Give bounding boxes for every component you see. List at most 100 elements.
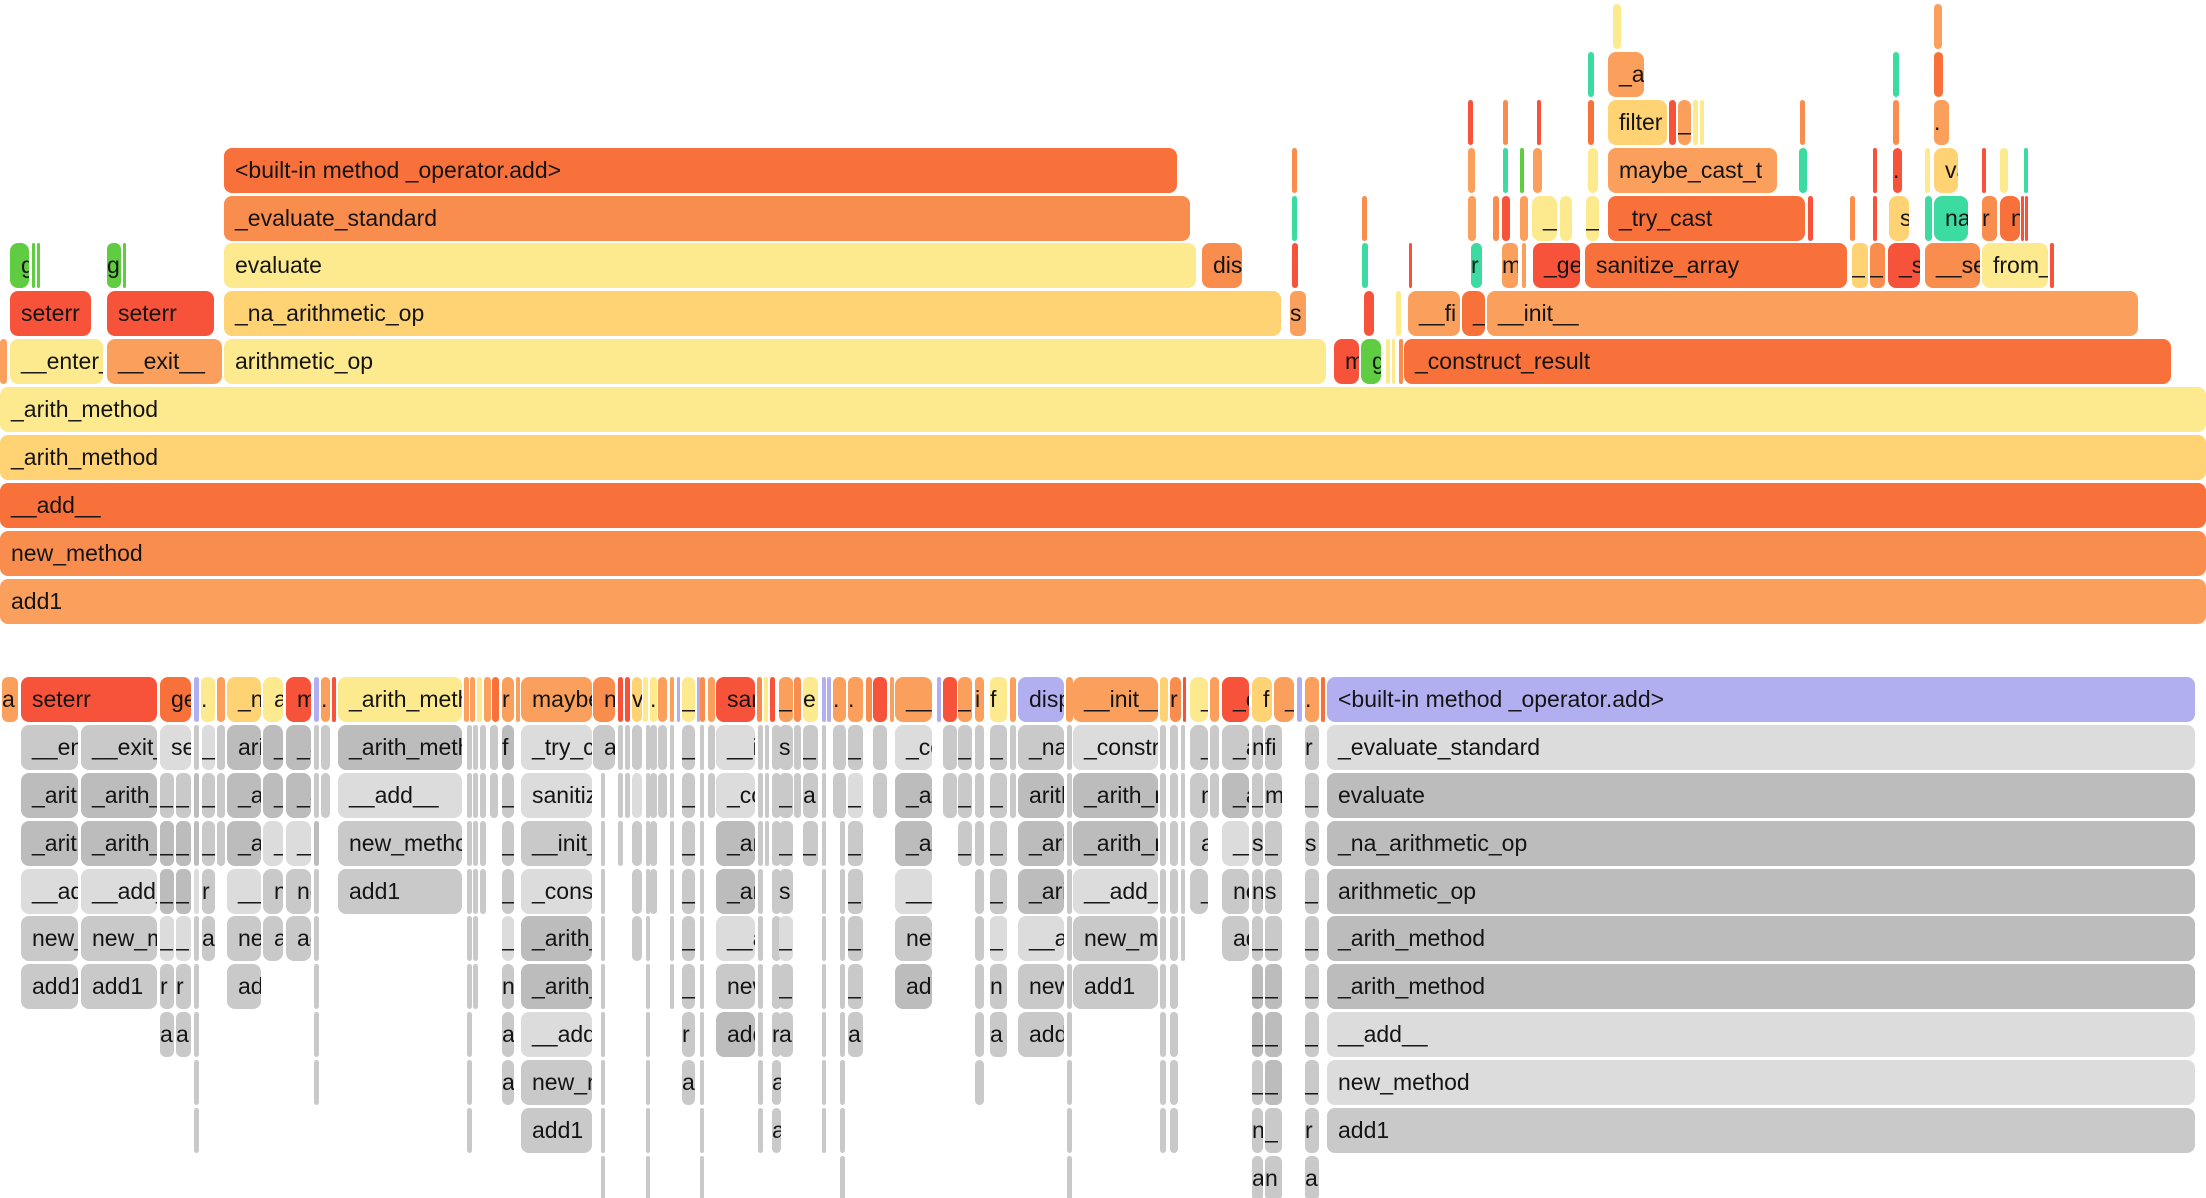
caller-bar[interactable] <box>975 1012 984 1057</box>
flame-bar[interactable]: seterr <box>107 291 214 336</box>
caller-bar[interactable] <box>975 725 984 770</box>
flame-bar-selected[interactable] <box>827 677 831 722</box>
caller-bar[interactable] <box>1067 725 1072 770</box>
caller-bar[interactable] <box>601 773 605 818</box>
flame-bar[interactable] <box>1522 243 1526 288</box>
caller-bar[interactable]: evaluate <box>1327 773 2195 818</box>
caller-bar[interactable]: arithmetic_op <box>227 725 261 770</box>
caller-bar[interactable] <box>765 725 769 770</box>
caller-bar[interactable] <box>467 869 472 914</box>
flame-bar[interactable]: from_ <box>1982 243 2048 288</box>
flame-bar[interactable] <box>1588 148 1598 193</box>
caller-bar[interactable] <box>473 964 478 1009</box>
caller-bar[interactable] <box>822 773 826 818</box>
caller-bar[interactable]: _ <box>958 821 972 866</box>
caller-bar[interactable]: _ <box>848 773 863 818</box>
caller-bar[interactable]: _arith_method <box>338 725 462 770</box>
caller-bar[interactable]: _ <box>779 773 793 818</box>
caller-bar[interactable] <box>772 869 781 914</box>
flame-bar[interactable]: arithmetic_op <box>224 339 1326 384</box>
caller-bar[interactable]: new_method <box>263 869 283 914</box>
flame-bar-leaf[interactable]: n <box>593 677 615 722</box>
caller-bar[interactable] <box>473 916 478 961</box>
caller-bar[interactable]: _ <box>1265 916 1282 961</box>
flame-bar-leaf[interactable]: __fi <box>895 677 932 722</box>
caller-bar[interactable] <box>708 773 715 818</box>
caller-bar[interactable] <box>1170 821 1178 866</box>
caller-bar[interactable]: add1 <box>1018 1012 1064 1057</box>
caller-bar[interactable] <box>700 964 704 1009</box>
flame-bar[interactable] <box>1396 291 1401 336</box>
caller-bar[interactable]: a <box>1190 821 1208 866</box>
caller-bar[interactable]: add1 <box>895 964 932 1009</box>
flame-bar-leaf[interactable] <box>708 677 715 722</box>
caller-bar[interactable]: _ <box>682 725 695 770</box>
flame-bar[interactable] <box>1502 196 1510 241</box>
caller-bar[interactable]: _arith_method <box>286 773 311 818</box>
caller-bar[interactable]: r <box>202 869 215 914</box>
caller-bar[interactable]: add1 <box>716 1012 755 1057</box>
caller-bar[interactable]: _arith_method <box>521 964 592 1009</box>
caller-bar[interactable]: _arith_method <box>81 773 157 818</box>
caller-bar[interactable]: _ <box>1190 725 1208 770</box>
caller-bar[interactable]: _na_arithmetic_op <box>1327 821 2195 866</box>
caller-bar[interactable] <box>822 821 826 866</box>
flame-bar-leaf[interactable]: e <box>803 677 818 722</box>
caller-bar[interactable]: _ <box>1305 1060 1319 1105</box>
caller-bar[interactable]: n <box>1252 1108 1263 1153</box>
caller-bar[interactable] <box>467 773 472 818</box>
flame-bar[interactable]: _ <box>1870 243 1885 288</box>
flame-bar[interactable]: . <box>1934 100 1949 145</box>
caller-bar[interactable] <box>840 1012 845 1057</box>
caller-bar[interactable]: _ <box>160 916 174 961</box>
flame-bar-leaf[interactable] <box>516 677 520 722</box>
flame-bar[interactable] <box>1503 148 1508 193</box>
flame-bar[interactable] <box>1588 52 1594 97</box>
caller-bar[interactable]: _ <box>176 821 191 866</box>
caller-bar[interactable] <box>1160 773 1166 818</box>
flame-bar[interactable]: g <box>107 243 121 288</box>
caller-bar[interactable] <box>765 773 769 818</box>
caller-bar[interactable] <box>700 1108 704 1153</box>
caller-bar[interactable]: _ <box>848 725 863 770</box>
caller-bar[interactable] <box>772 821 781 866</box>
caller-bar[interactable]: _arith_method <box>227 821 261 866</box>
caller-bar[interactable] <box>632 869 642 914</box>
flame-bar[interactable] <box>1409 243 1412 288</box>
caller-bar[interactable] <box>1067 1156 1072 1198</box>
flame-bar[interactable] <box>2021 196 2024 241</box>
flame-bar[interactable] <box>1700 100 1704 145</box>
caller-bar[interactable]: sanitize_array <box>521 773 592 818</box>
caller-bar[interactable] <box>758 916 763 961</box>
caller-bar[interactable] <box>632 916 642 961</box>
caller-bar[interactable]: __add__ <box>286 821 311 866</box>
caller-bar[interactable]: _ <box>1305 964 1319 1009</box>
flame-bar[interactable]: . <box>1893 148 1902 193</box>
caller-bar[interactable]: a <box>1305 1156 1319 1198</box>
flame-bar[interactable]: _ <box>1462 291 1485 336</box>
caller-bar[interactable]: _ <box>176 869 191 914</box>
flame-bar[interactable]: __fi <box>1408 291 1460 336</box>
caller-bar[interactable]: r <box>772 1012 781 1057</box>
caller-bar[interactable] <box>625 725 630 770</box>
caller-bar[interactable] <box>194 964 199 1009</box>
caller-bar[interactable] <box>601 964 605 1009</box>
flame-bar[interactable]: va <box>1934 148 1958 193</box>
caller-bar[interactable] <box>618 773 623 818</box>
caller-bar[interactable]: __add__ <box>1018 916 1064 961</box>
caller-bar[interactable]: new_method <box>1327 1060 2195 1105</box>
caller-bar[interactable]: s <box>1265 869 1282 914</box>
caller-bar[interactable]: __add__ <box>716 916 755 961</box>
flame-bar[interactable]: r <box>1471 243 1482 288</box>
caller-bar[interactable]: a <box>779 1012 793 1057</box>
flame-bar[interactable]: new_method <box>0 531 2206 576</box>
flame-bar[interactable] <box>1800 100 1805 145</box>
flame-bar[interactable] <box>2000 148 2008 193</box>
flame-bar-leaf[interactable]: _construct_result <box>1222 677 1249 722</box>
flame-bar[interactable]: evaluate <box>224 243 1196 288</box>
caller-bar[interactable] <box>632 773 642 818</box>
flame-bar-selected[interactable]: disp <box>1018 677 1064 722</box>
flame-bar[interactable]: _na_arithmetic_op <box>224 291 1281 336</box>
caller-bar[interactable] <box>650 869 657 914</box>
caller-bar[interactable]: _ <box>1252 964 1263 1009</box>
